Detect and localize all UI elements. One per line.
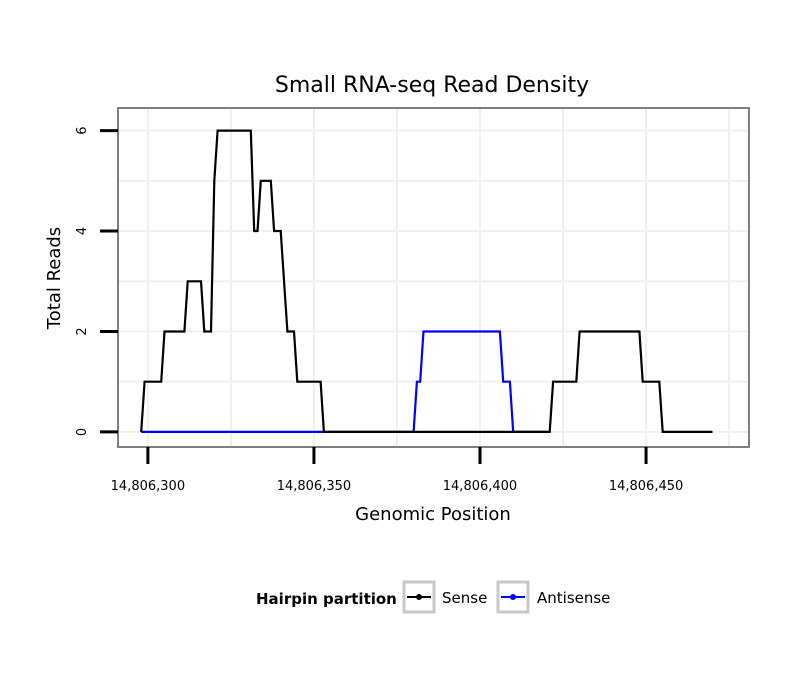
series-line-sense	[140, 129, 713, 433]
y-tick-label: 4	[75, 227, 90, 235]
chart-title: Small RNA-seq Read Density	[275, 73, 589, 98]
legend: Hairpin partition Sense Antisense	[256, 580, 610, 614]
legend-label-antisense: Antisense	[537, 589, 610, 607]
y-tick-label: 6	[75, 126, 90, 134]
plot-border	[117, 107, 750, 448]
y-tick-label: 2	[75, 327, 90, 335]
series-line-antisense	[141, 330, 547, 433]
x-tick-label: 14,806,450	[609, 479, 683, 494]
x-tick-label: 14,806,350	[277, 479, 351, 494]
legend-item-antisense: Antisense	[496, 580, 610, 614]
legend-dot-sense	[416, 594, 422, 600]
y-tick-label: 0	[75, 428, 90, 436]
x-axis-label: Genomic Position	[355, 504, 511, 525]
x-tick-label: 14,806,400	[443, 479, 517, 494]
y-axis-label: Total Reads	[44, 227, 65, 330]
x-tick-label: 14,806,300	[111, 479, 185, 494]
series-layer	[140, 129, 713, 433]
x-axis: 14,806,300 14,806,350 14,806,400 14,806,450	[111, 447, 683, 494]
legend-title: Hairpin partition	[256, 590, 397, 608]
plot-panel	[118, 108, 749, 447]
legend-label-sense: Sense	[442, 589, 487, 607]
legend-item-sense: Sense	[402, 580, 487, 614]
legend-dot-antisense	[510, 594, 516, 600]
y-axis: 0 2 4 6	[75, 126, 118, 436]
